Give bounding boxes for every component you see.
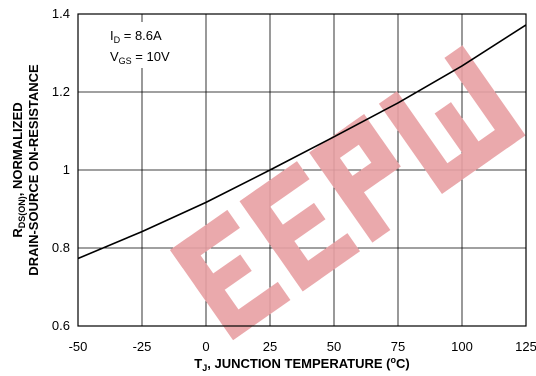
y-axis-title-line1: RDS(ON), NORMALIZED <box>10 102 27 237</box>
annotation-box: ID = 8.6A VGS = 10V <box>103 22 203 68</box>
watermark-shapes: FEPW <box>170 45 526 341</box>
x-tick-label: 100 <box>451 339 473 354</box>
watermark-stroke <box>264 202 326 254</box>
watermark-stroke <box>434 102 492 171</box>
y-tick-label: 1 <box>63 162 70 177</box>
x-tick-label: -25 <box>133 339 152 354</box>
annotation-current: ID = 8.6A <box>110 28 162 45</box>
annotation-voltage: VGS = 10V <box>110 49 170 66</box>
watermark-stroke <box>170 209 240 269</box>
x-axis-title: TJ, JUNCTION TEMPERATURE (oC) <box>194 355 409 373</box>
x-tick-label: 75 <box>391 339 405 354</box>
y-tick-label: 0.8 <box>52 240 70 255</box>
plot-frame <box>77 13 527 327</box>
y-tick-label: 1.2 <box>52 84 70 99</box>
watermark-stroke <box>378 91 460 194</box>
watermark-stroke <box>444 45 526 148</box>
watermark-stroke <box>195 254 252 303</box>
y-tick-label: 1.4 <box>52 6 70 21</box>
watermark-stroke <box>239 161 310 220</box>
watermark-logo: FEPW <box>170 45 526 341</box>
annotation-background <box>103 22 203 68</box>
series-line <box>77 24 527 260</box>
x-tick-label: 50 <box>327 339 341 354</box>
x-tick-label: -50 <box>69 339 88 354</box>
watermark-stroke <box>346 114 401 180</box>
y-tick-label: 0.6 <box>52 318 70 333</box>
x-tick-label: 25 <box>263 339 277 354</box>
y-axis-title-line2: DRAIN-SOURCE ON-RESISTANCE <box>26 64 41 276</box>
y-tick-labels: 0.6 0.8 1 1.2 1.4 <box>52 6 70 333</box>
x-tick-label: 0 <box>202 339 209 354</box>
x-tick-labels: -50 -25 0 25 50 75 100 125 <box>69 339 536 354</box>
series-group <box>77 24 527 260</box>
watermark-stroke <box>290 233 361 292</box>
x-tick-label: 125 <box>515 339 536 354</box>
